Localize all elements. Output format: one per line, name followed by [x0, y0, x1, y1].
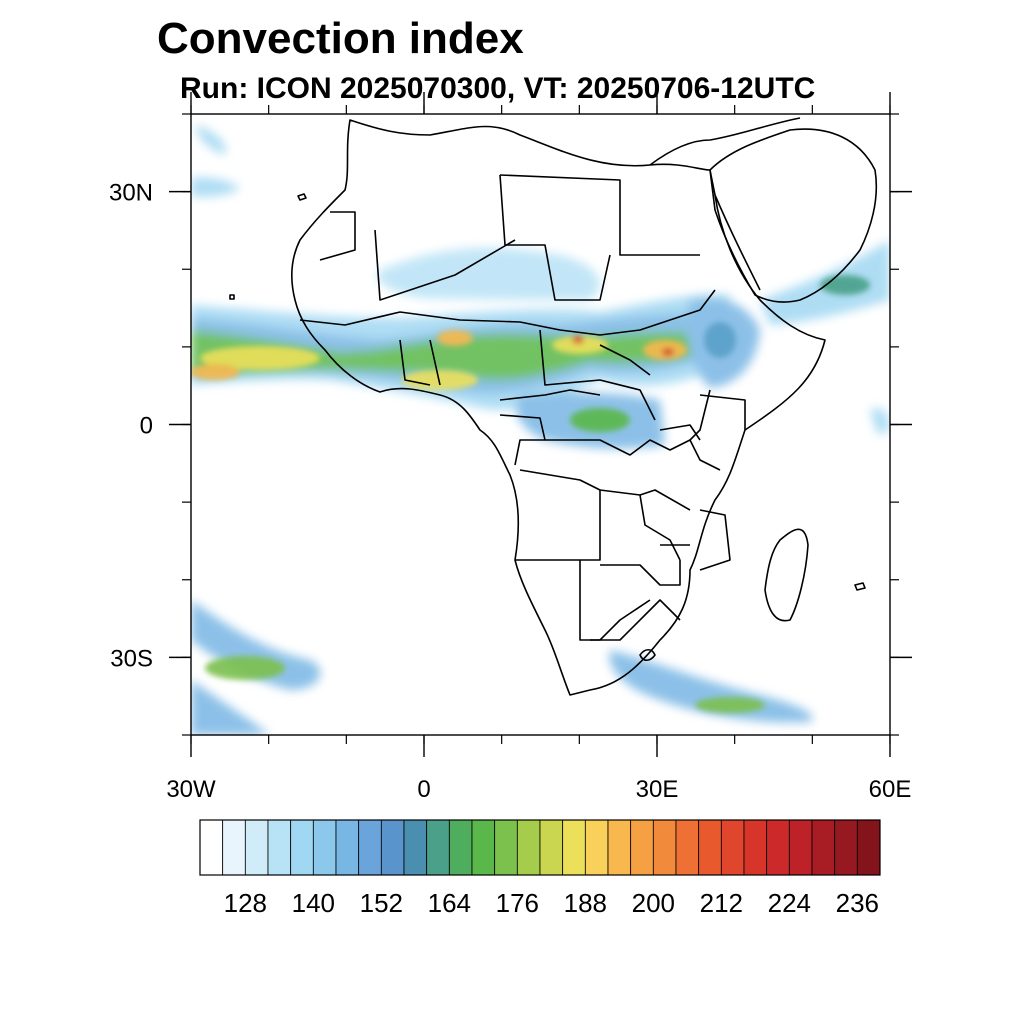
colorbar-swatch	[834, 819, 858, 876]
colorbar-swatch	[426, 819, 450, 876]
colorbar-swatch	[584, 819, 609, 876]
colorbar-swatch	[403, 819, 428, 876]
colorbar-swatch	[335, 819, 360, 876]
colorbar-swatch	[630, 819, 654, 876]
colorbar-swatch	[222, 819, 246, 876]
colorbar-swatch	[811, 819, 836, 876]
colorbar-swatch	[562, 819, 586, 876]
colorbar-swatch	[539, 819, 564, 876]
colorbar: 128 140 152 164 176 188 200 212 224 236	[199, 819, 881, 918]
colorbar-swatch	[516, 819, 541, 876]
coastlines-and-borders	[229, 117, 878, 696]
colorbar-swatch	[448, 819, 473, 876]
colorbar-label: 224	[768, 888, 811, 918]
colorbar-swatch	[766, 819, 790, 876]
colorbar-swatch	[788, 819, 813, 876]
colorbar-label: 164	[428, 888, 471, 918]
colorbar-swatch	[698, 819, 722, 876]
colorbar-label: 200	[632, 888, 675, 918]
x-tick-label: 30E	[636, 776, 679, 803]
colorbar-swatch	[471, 819, 496, 876]
colorbar-swatch	[743, 819, 768, 876]
colorbar-label: 188	[564, 888, 607, 918]
colorbar-swatch	[856, 819, 881, 876]
colorbar-swatch	[607, 819, 632, 876]
y-tick-label: 30N	[109, 180, 153, 207]
colorbar-label: 212	[700, 888, 743, 918]
colorbar-swatch	[290, 819, 314, 876]
colorbar-swatch	[312, 819, 337, 876]
colorbar-swatch	[267, 819, 292, 876]
chart-subtitle: Run: ICON 2025070300, VT: 20250706-12UTC	[180, 72, 816, 105]
colorbar-label: 128	[224, 888, 267, 918]
colorbar-swatch	[380, 819, 405, 876]
y-tick-label: 0	[140, 413, 153, 440]
map-axes: 30W 0 30E 60E 30N 0 30S	[109, 92, 912, 803]
colorbar-swatch	[244, 819, 269, 876]
colorbar-swatch	[199, 819, 224, 876]
x-tick-label: 30W	[166, 776, 216, 803]
colorbar-label: 236	[836, 888, 879, 918]
convection-field	[191, 125, 890, 735]
colorbar-swatch	[675, 819, 700, 876]
colorbar-swatch	[720, 819, 745, 876]
colorbar-label: 152	[360, 888, 403, 918]
colorbar-label: 140	[292, 888, 335, 918]
chart-title: Convection index	[157, 14, 524, 63]
colorbar-swatch	[358, 819, 382, 876]
colorbar-swatch	[494, 819, 518, 876]
colorbar-swatch	[652, 819, 677, 876]
colorbar-frame	[199, 819, 881, 876]
colorbar-label: 176	[496, 888, 539, 918]
y-tick-label: 30S	[110, 645, 153, 672]
x-tick-label: 0	[417, 776, 430, 803]
x-tick-label: 60E	[869, 776, 912, 803]
